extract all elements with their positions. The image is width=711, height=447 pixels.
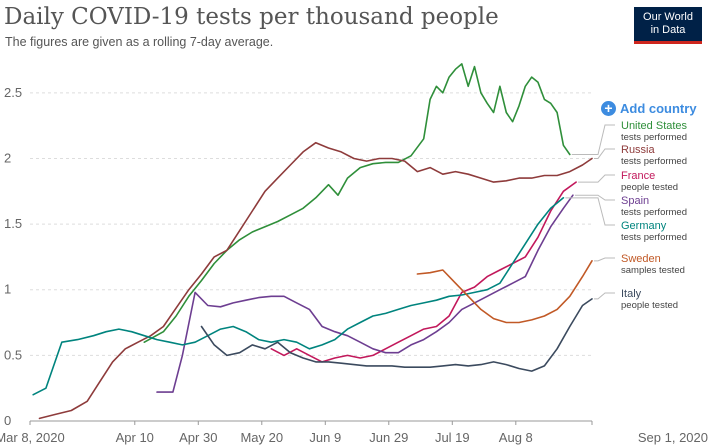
legend-connector-spain — [574, 194, 615, 201]
owid-logo[interactable]: Our World in Data — [634, 7, 702, 44]
legend-connector-united-states — [571, 124, 615, 156]
y-tick-label: 1 — [4, 282, 11, 297]
legend-note-germany: tests performed — [621, 232, 687, 243]
x-tick-label: Apr 30 — [179, 430, 217, 445]
legend-label-russia: Russia — [621, 144, 656, 156]
series-line-france — [270, 181, 577, 363]
add-country-button[interactable]: + Add country — [601, 101, 697, 116]
legend-label-italy: Italy — [621, 288, 642, 300]
legend-connector-russia — [594, 148, 615, 159]
x-tick-label: Sep 1, 2020 — [638, 430, 708, 445]
chart-subtitle: The figures are given as a rolling 7-day… — [5, 35, 274, 49]
series-line-spain — [156, 194, 574, 393]
legend-connector-germany — [565, 197, 615, 226]
y-tick-label: 2.5 — [4, 85, 22, 100]
legend-label-sweden: Sweden — [621, 253, 661, 265]
legend-label-united-states: United States — [621, 120, 688, 132]
plus-icon: + — [601, 101, 616, 116]
x-tick-label: Jul 19 — [435, 430, 470, 445]
add-country-label: Add country — [620, 101, 697, 116]
legend-note-russia: tests performed — [621, 156, 687, 167]
legend-connector-france — [578, 174, 615, 183]
series-line-sweden — [416, 259, 593, 324]
x-tick-label: Jun 9 — [309, 430, 341, 445]
y-tick-label: 2 — [4, 150, 11, 165]
legend-connector-italy — [594, 292, 615, 300]
x-tick-label: Apr 10 — [116, 430, 154, 445]
x-tick-label: Jun 29 — [369, 430, 408, 445]
legend-note-italy: people tested — [621, 300, 678, 311]
chart-title: Daily COVID-19 tests per thousand people — [4, 4, 499, 30]
x-tick-label: Aug 8 — [499, 430, 533, 445]
legend-note-united-states: tests performed — [621, 132, 687, 143]
y-tick-label: 1.5 — [4, 216, 22, 231]
legend-label-germany: Germany — [621, 220, 667, 232]
series-line-russia — [38, 141, 593, 420]
y-tick-label: 0.5 — [4, 347, 22, 362]
y-tick-label: 0 — [4, 413, 11, 428]
x-tick-label: May 20 — [240, 430, 283, 445]
legend-note-france: people tested — [621, 182, 678, 193]
logo-line-2: in Data — [650, 23, 686, 36]
legend-note-sweden: samples tested — [621, 265, 685, 276]
series-line-germany — [32, 197, 565, 396]
series-line-united-states — [143, 63, 571, 344]
legend-label-spain: Spain — [621, 195, 649, 207]
logo-line-1: Our World — [643, 11, 693, 23]
legend-connector-sweden — [594, 257, 615, 262]
legend-note-spain: tests performed — [621, 207, 687, 218]
legend-label-france: France — [621, 170, 655, 182]
x-tick-label: Mar 8, 2020 — [0, 430, 65, 445]
series-line-italy — [200, 298, 593, 372]
